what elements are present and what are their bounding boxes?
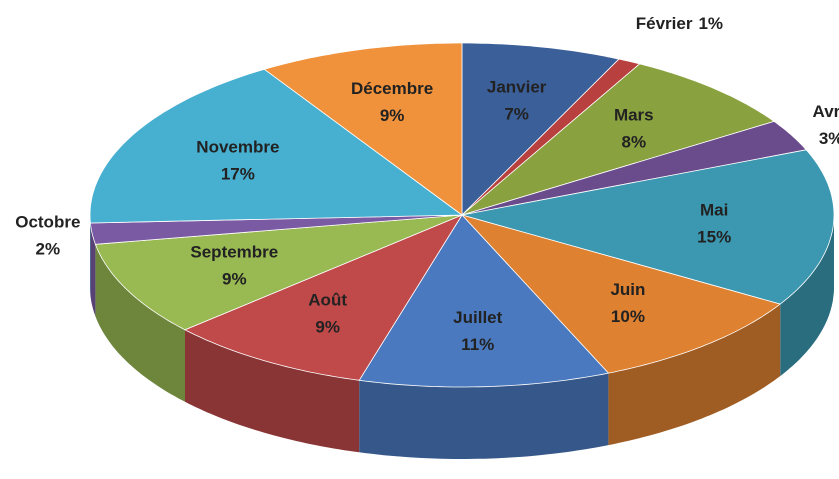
value-label: 8% <box>621 133 646 152</box>
category-label: Décembre <box>351 79 433 98</box>
slice <box>358 214 610 388</box>
data-label: Février 1% <box>636 14 723 33</box>
value-label: 17% <box>221 164 255 183</box>
slice <box>184 214 463 381</box>
slice-side <box>185 329 360 453</box>
slice <box>461 149 835 305</box>
value-label: 10% <box>611 307 645 326</box>
slice <box>94 214 463 331</box>
category-label: Novembre <box>196 137 279 156</box>
category-label: Mai <box>700 201 728 220</box>
category-label: Octobre <box>15 212 80 231</box>
value-label: 3% <box>819 129 839 148</box>
value-label: 15% <box>697 228 731 247</box>
category-label: Avril <box>813 102 839 121</box>
slice <box>461 42 620 216</box>
value-label: 11% <box>461 335 494 354</box>
value-label: 1% <box>698 14 723 33</box>
slice <box>460 214 782 374</box>
slice <box>461 58 641 216</box>
value-label: 9% <box>222 269 247 288</box>
slice <box>461 120 807 216</box>
category-label: Août <box>308 291 347 310</box>
slice <box>89 214 463 245</box>
slice <box>89 68 464 224</box>
value-label: 7% <box>504 104 529 123</box>
category-label: Février <box>636 14 693 33</box>
slice-side <box>95 244 185 402</box>
category-label: Mars <box>614 106 654 125</box>
value-label: 2% <box>36 239 61 258</box>
slice <box>461 63 776 216</box>
category-label: Janvier <box>487 77 547 96</box>
value-label: 9% <box>315 318 340 337</box>
category-label: Septembre <box>190 242 278 261</box>
category-label: Juillet <box>453 308 502 327</box>
value-label: 9% <box>380 106 405 125</box>
slice-side <box>608 304 781 446</box>
slice-side <box>780 215 834 377</box>
slice-side <box>90 223 96 317</box>
slice-side <box>359 373 609 459</box>
category-label: Juin <box>610 280 645 299</box>
slice <box>263 42 463 216</box>
